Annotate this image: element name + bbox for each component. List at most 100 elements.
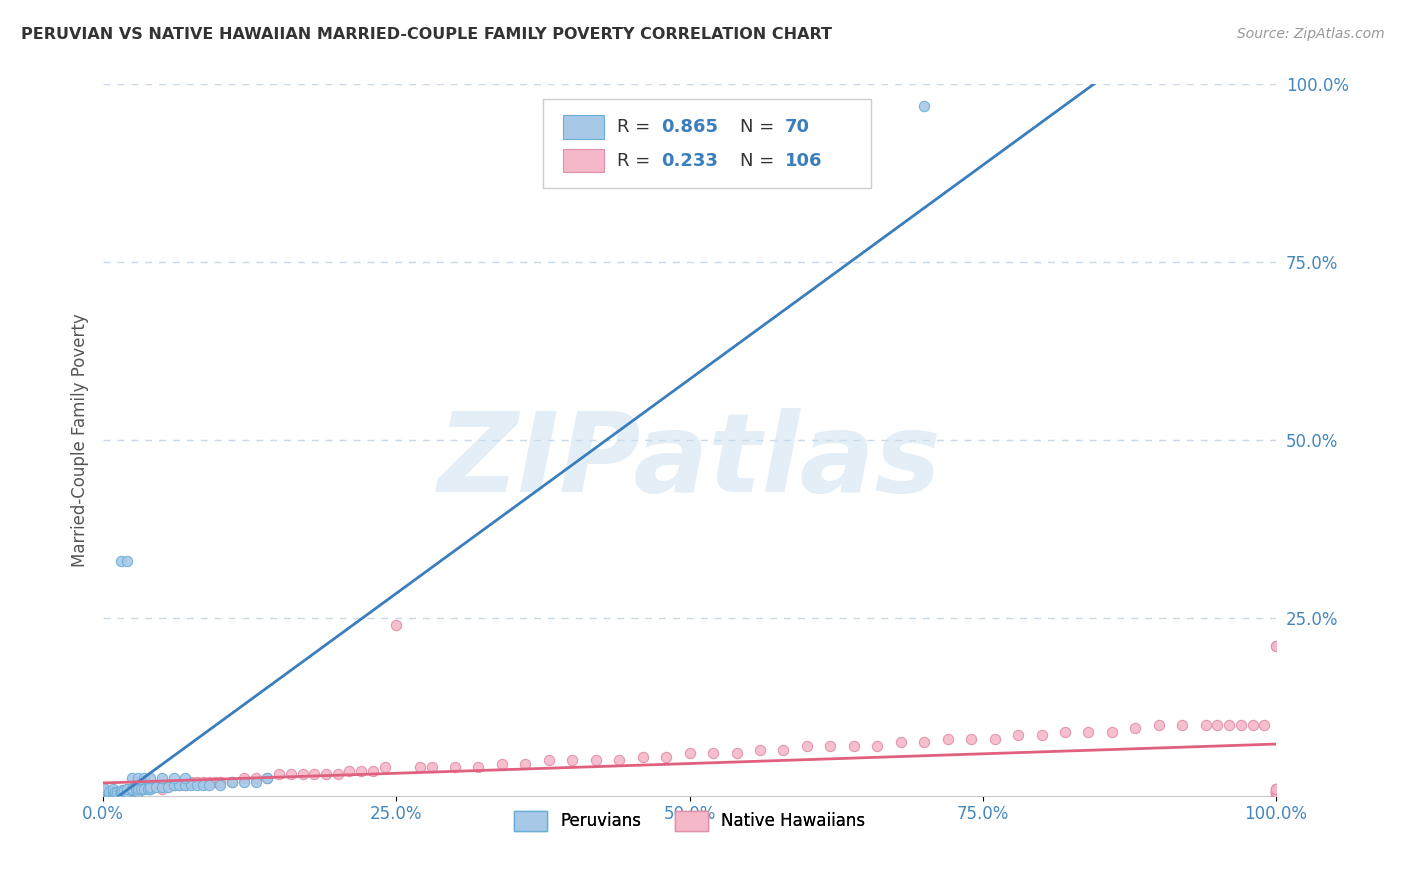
Point: [361, 764, 384, 778]
Point: [339, 764, 361, 778]
Point: [197, 778, 219, 792]
Point: [91, 781, 114, 796]
FancyBboxPatch shape: [543, 99, 872, 187]
Point: [1265, 640, 1288, 654]
Point: [121, 785, 143, 799]
Point: [115, 554, 138, 568]
Point: [121, 781, 143, 796]
Point: [139, 780, 162, 795]
Point: [139, 778, 162, 792]
Point: [169, 778, 191, 792]
Point: [156, 780, 179, 795]
Point: [91, 785, 114, 799]
Point: [91, 785, 114, 799]
Point: [91, 789, 114, 803]
Point: [98, 785, 121, 799]
Point: [91, 789, 114, 803]
Point: [91, 783, 114, 797]
Point: [186, 778, 208, 792]
Point: [139, 781, 162, 796]
Point: [749, 742, 772, 756]
Point: [631, 749, 654, 764]
Point: [772, 742, 794, 756]
Point: [1265, 785, 1288, 799]
Point: [127, 785, 149, 799]
Point: [105, 785, 128, 799]
Point: [108, 785, 131, 799]
Point: [101, 789, 124, 803]
Point: [1265, 789, 1288, 803]
Point: [350, 764, 373, 778]
Point: [91, 789, 114, 803]
Point: [115, 789, 138, 803]
Point: [1265, 785, 1288, 799]
Text: 70: 70: [785, 118, 810, 136]
Point: [91, 789, 114, 803]
Point: [136, 781, 159, 796]
Point: [115, 781, 138, 796]
Point: [104, 789, 127, 803]
Point: [91, 780, 114, 795]
Point: [315, 767, 337, 781]
Point: [162, 778, 184, 792]
Point: [1241, 717, 1264, 731]
Point: [150, 780, 173, 795]
Point: [127, 781, 149, 796]
Point: [444, 760, 467, 774]
Point: [912, 735, 935, 749]
Point: [256, 771, 278, 785]
Point: [1265, 781, 1288, 796]
Point: [174, 778, 197, 792]
Point: [1265, 785, 1288, 799]
Point: [515, 756, 537, 771]
Point: [115, 785, 138, 799]
Point: [91, 789, 114, 803]
Point: [280, 767, 302, 781]
Point: [467, 760, 489, 774]
Point: [110, 785, 132, 799]
Point: [655, 749, 678, 764]
Point: [983, 731, 1005, 746]
Point: [561, 753, 583, 767]
Point: [180, 774, 202, 789]
Point: [91, 781, 114, 796]
Point: [1195, 717, 1218, 731]
Point: [385, 618, 408, 632]
Point: [1265, 640, 1288, 654]
Point: [191, 778, 214, 792]
Point: [245, 774, 267, 789]
Point: [127, 781, 149, 796]
Point: [115, 785, 138, 799]
Point: [678, 746, 700, 760]
Point: [112, 783, 135, 797]
Point: [936, 731, 959, 746]
Point: [304, 767, 326, 781]
Point: [98, 785, 121, 799]
Point: [585, 753, 607, 767]
Point: [104, 789, 127, 803]
Point: [1265, 781, 1288, 796]
Y-axis label: Married-Couple Family Poverty: Married-Couple Family Poverty: [72, 313, 89, 567]
Point: [110, 554, 132, 568]
Point: [104, 785, 127, 799]
Point: [121, 783, 143, 797]
Point: [1077, 724, 1099, 739]
Point: [1123, 721, 1146, 735]
Point: [174, 771, 197, 785]
Point: [134, 781, 156, 796]
FancyBboxPatch shape: [562, 149, 605, 172]
Text: 106: 106: [785, 152, 823, 169]
Point: [145, 780, 167, 795]
Point: [110, 785, 132, 799]
Point: [1053, 724, 1076, 739]
Point: [91, 789, 114, 803]
Point: [232, 771, 254, 785]
Point: [209, 778, 232, 792]
Point: [221, 774, 243, 789]
Point: [221, 774, 243, 789]
Point: [91, 789, 114, 803]
Point: [121, 781, 143, 796]
Point: [960, 731, 983, 746]
Point: [491, 756, 513, 771]
Point: [232, 774, 254, 789]
